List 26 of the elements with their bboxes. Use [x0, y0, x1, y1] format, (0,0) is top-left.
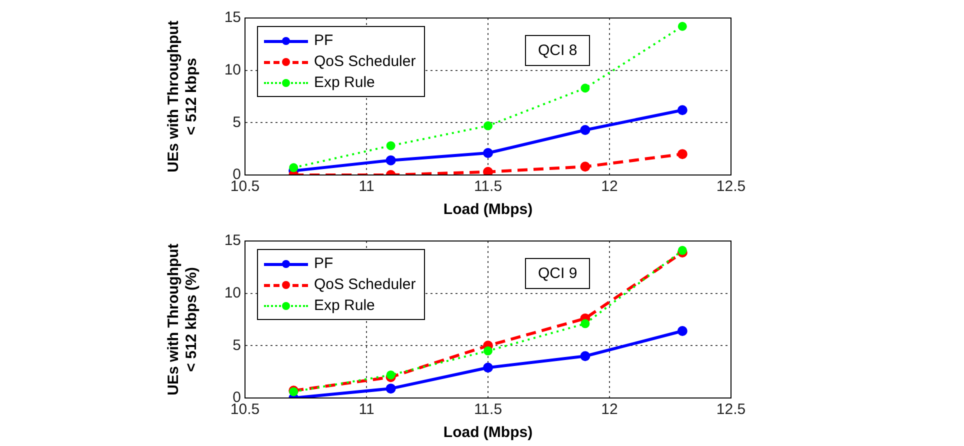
legend-label: Exp Rule — [314, 74, 375, 91]
y-tick-label: 15 — [224, 232, 241, 250]
x-tick-label: 12 — [601, 178, 618, 196]
x-axis-title: Load (Mbps) — [443, 201, 533, 218]
y-tick-label: 5 — [232, 114, 241, 131]
legend-label: Exp Rule — [314, 297, 375, 314]
legend-label: QoS Scheduler — [314, 276, 416, 293]
x-tick-label: 12 — [601, 401, 618, 418]
y-tick-label: 5 — [232, 336, 241, 354]
x-tick-label: 11.5 — [474, 401, 502, 418]
legend-label: PF — [314, 32, 334, 49]
y-axis-title: UEs with Throughput < 512 kbps (%) — [165, 244, 200, 396]
x-tick-label: 12.5 — [716, 401, 746, 418]
y-axis-title: UEs with Throughput < 512 kbps — [165, 20, 200, 172]
x-tick-label: 11 — [358, 178, 374, 196]
y-tick-label: 10 — [224, 284, 241, 302]
x-tick-label: 11 — [358, 401, 374, 418]
annotation: QCI 8 — [525, 35, 590, 66]
x-tick-label: 12.5 — [716, 178, 746, 196]
legend-label: PF — [314, 255, 334, 272]
y-tick-label: 15 — [224, 9, 241, 26]
x-axis-title: Load (Mbps) — [443, 424, 533, 442]
y-tick-label: 10 — [224, 61, 241, 78]
legend-label: QoS Scheduler — [314, 53, 416, 70]
annotation: QCI 9 — [525, 258, 590, 289]
x-tick-label: 11.5 — [474, 178, 502, 196]
